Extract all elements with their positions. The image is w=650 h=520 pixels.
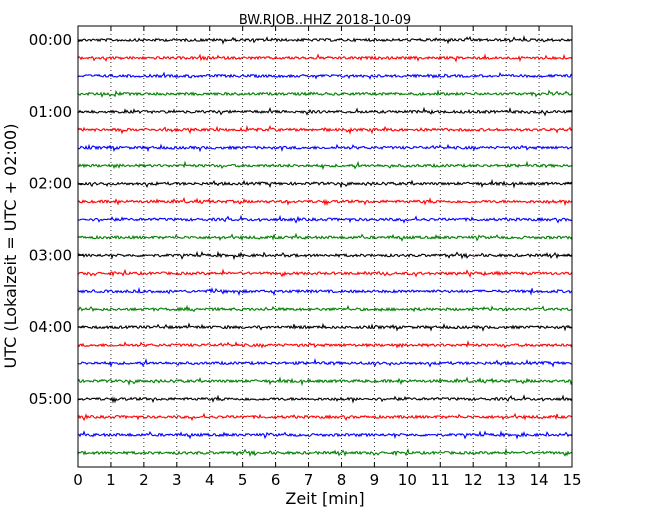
y-tick-label: 00:00 bbox=[29, 31, 72, 49]
trace-line bbox=[77, 106, 573, 117]
x-tick-label: 12 bbox=[464, 471, 483, 489]
y-tick-label: 02:00 bbox=[29, 175, 72, 193]
x-tick-label: 9 bbox=[370, 471, 380, 489]
trace-line bbox=[77, 35, 573, 45]
trace-line bbox=[77, 394, 573, 404]
x-tick-label: 15 bbox=[562, 471, 581, 489]
y-tick-label: 03:00 bbox=[29, 246, 72, 264]
x-tick-label: 7 bbox=[304, 471, 314, 489]
trace-line bbox=[77, 340, 573, 349]
x-tick-label: 14 bbox=[530, 471, 549, 489]
x-tick-label: 3 bbox=[172, 471, 182, 489]
y-axis-ticks: 00:00 01:00 02:00 03:00 04:00 05:00 bbox=[29, 31, 572, 408]
trace-line bbox=[77, 232, 573, 242]
x-axis-ticks: 0 1 2 3 4 5 6 7 8 9 10 11 12 13 14 15 bbox=[73, 26, 582, 489]
x-tick-label: 1 bbox=[106, 471, 116, 489]
trace-line bbox=[77, 178, 573, 189]
trace-line bbox=[77, 430, 573, 440]
x-tick-label: 10 bbox=[398, 471, 417, 489]
trace-line bbox=[77, 143, 573, 153]
y-tick-label: 04:00 bbox=[29, 318, 72, 336]
trace-line bbox=[77, 268, 573, 278]
vertical-grid bbox=[110, 26, 540, 467]
x-tick-label: 11 bbox=[431, 471, 450, 489]
trace-line bbox=[77, 160, 573, 171]
trace-line bbox=[77, 357, 573, 368]
y-axis-label: UTC (Lokalzeit = UTC + 02:00) bbox=[1, 124, 20, 369]
trace-line bbox=[77, 447, 573, 458]
trace-line bbox=[77, 124, 573, 136]
x-tick-label: 13 bbox=[497, 471, 516, 489]
trace-line bbox=[77, 322, 573, 332]
trace-line bbox=[77, 250, 573, 261]
seismogram-traces bbox=[77, 35, 573, 458]
trace-line bbox=[77, 53, 573, 63]
trace-line bbox=[77, 71, 573, 80]
trace-line bbox=[77, 89, 573, 99]
x-tick-label: 8 bbox=[337, 471, 347, 489]
trace-line bbox=[77, 214, 573, 224]
x-tick-label: 2 bbox=[139, 471, 149, 489]
x-axis-label: Zeit [min] bbox=[285, 489, 364, 508]
trace-line bbox=[77, 286, 573, 297]
trace-line bbox=[77, 376, 573, 387]
x-tick-label: 5 bbox=[238, 471, 248, 489]
x-tick-label: 6 bbox=[271, 471, 281, 489]
x-tick-label: 4 bbox=[205, 471, 215, 489]
trace-line bbox=[77, 196, 573, 207]
x-tick-label: 0 bbox=[73, 471, 83, 489]
trace-line bbox=[77, 412, 573, 422]
plot-frame bbox=[77, 25, 573, 468]
chart-title: BW.RJOB..HHZ 2018-10-09 bbox=[239, 13, 411, 28]
trace-line bbox=[77, 304, 573, 313]
y-tick-label: 01:00 bbox=[29, 103, 72, 121]
y-tick-label: 05:00 bbox=[29, 390, 72, 408]
